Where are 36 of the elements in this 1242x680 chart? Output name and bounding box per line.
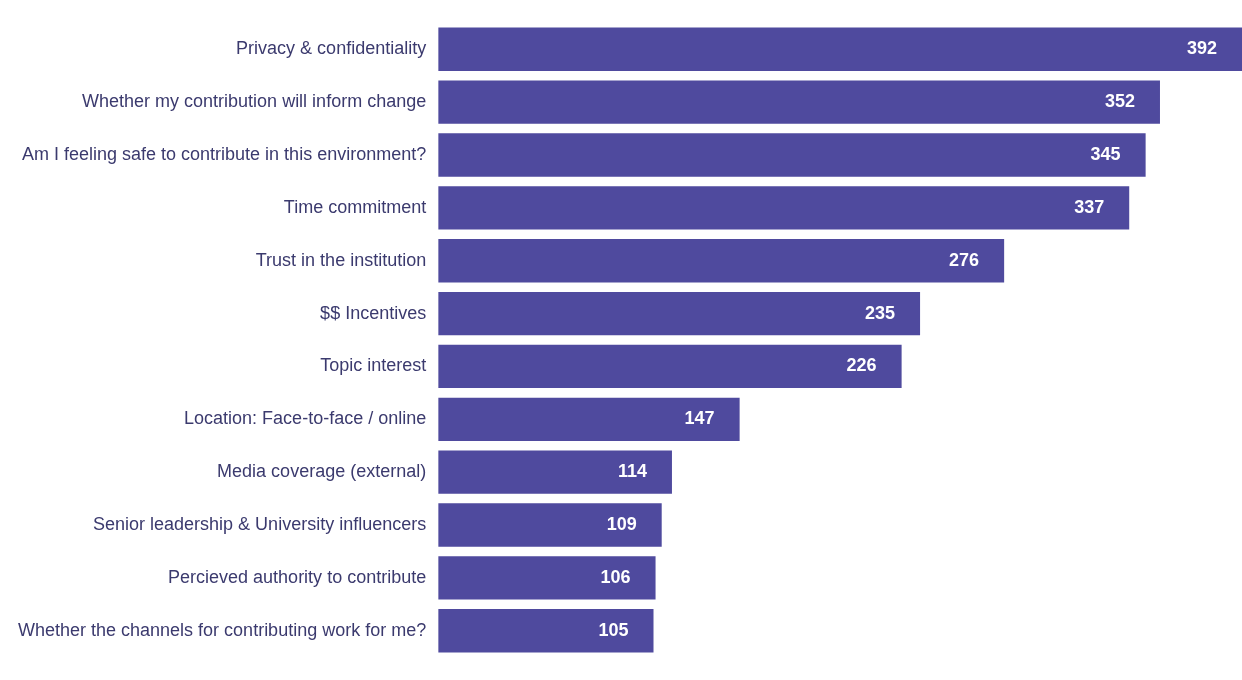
bar xyxy=(438,609,654,653)
bar xyxy=(438,556,656,600)
data-label: 276 xyxy=(949,249,980,270)
y-tick-label: Topic interest xyxy=(320,355,427,376)
bar xyxy=(438,397,740,441)
data-label: 105 xyxy=(598,619,629,640)
y-tick-label: Trust in the institution xyxy=(255,249,427,270)
y-tick-label: Whether the channels for contributing work for me? xyxy=(18,619,427,640)
bar xyxy=(438,186,1130,230)
data-label: 352 xyxy=(1104,91,1135,112)
y-tick-label: Media coverage (external) xyxy=(217,461,427,482)
bar xyxy=(438,450,672,494)
y-tick-label: Senior leadership & University influencers xyxy=(93,514,427,534)
y-tick-label: Am I feeling safe to contribute in this environment? xyxy=(21,143,427,164)
data-label: 114 xyxy=(617,461,647,482)
data-label: 109 xyxy=(606,514,637,534)
data-label: 345 xyxy=(1090,143,1121,164)
y-tick-label: Whether my contribution will inform change xyxy=(82,91,427,112)
bar xyxy=(438,80,1160,124)
data-label: 226 xyxy=(846,355,877,376)
bar xyxy=(438,503,662,547)
y-tick-label: Location: Face-to-face / online xyxy=(184,408,427,429)
bar xyxy=(438,27,1242,71)
data-label: 392 xyxy=(1186,38,1217,59)
y-tick-label: Time commitment xyxy=(283,196,427,217)
bar xyxy=(438,133,1146,177)
bar xyxy=(438,239,1005,283)
data-label: 235 xyxy=(865,302,896,323)
data-label: 337 xyxy=(1074,196,1105,217)
data-label: 106 xyxy=(600,566,631,587)
bar xyxy=(438,291,921,336)
y-tick-label: Privacy & confidentiality xyxy=(236,38,427,59)
data-label: 147 xyxy=(684,408,715,429)
y-tick-label: Percieved authority to contribute xyxy=(168,566,427,587)
y-tick-label: $$ Incentives xyxy=(320,302,427,323)
bar xyxy=(438,344,902,389)
